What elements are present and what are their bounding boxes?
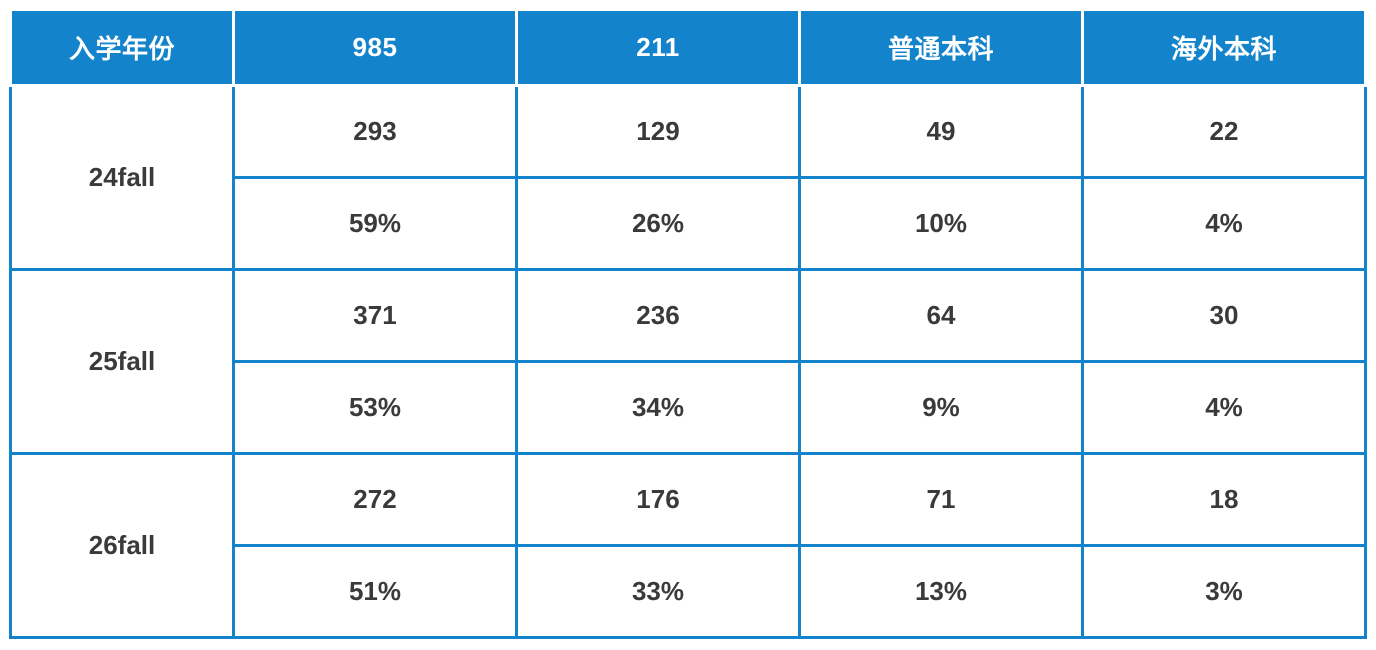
header-cell-985: 985 [232, 8, 518, 87]
percent-cell-24fall-985: 59% [232, 176, 518, 271]
year-cell-24fall: 24fall [9, 84, 235, 271]
year-cell-26fall: 26fall [9, 452, 235, 639]
percent-cell-26fall-regular: 13% [798, 544, 1084, 639]
percent-cell-25fall-overseas: 4% [1081, 360, 1367, 455]
header-cell-enrollment-year: 入学年份 [9, 8, 235, 87]
header-cell-overseas-undergrad: 海外本科 [1081, 8, 1367, 87]
percent-cell-24fall-regular: 10% [798, 176, 1084, 271]
count-cell-26fall-regular: 71 [798, 452, 1084, 547]
count-cell-25fall-overseas: 30 [1081, 268, 1367, 363]
percent-cell-25fall-regular: 9% [798, 360, 1084, 455]
count-cell-24fall-overseas: 22 [1081, 84, 1367, 179]
percent-cell-25fall-985: 53% [232, 360, 518, 455]
table-row-24fall-counts: 24fall 293 129 49 22 [9, 84, 1367, 271]
header-cell-211: 211 [515, 8, 801, 87]
count-cell-25fall-211: 236 [515, 268, 801, 363]
count-cell-26fall-211: 176 [515, 452, 801, 547]
percent-cell-26fall-211: 33% [515, 544, 801, 639]
header-row: 入学年份 985 211 普通本科 海外本科 [9, 8, 1367, 87]
percent-cell-26fall-overseas: 3% [1081, 544, 1367, 639]
count-cell-25fall-985: 371 [232, 268, 518, 363]
count-cell-24fall-regular: 49 [798, 84, 1084, 179]
table-row-26fall-percents: 51% 33% 13% 3% [11, 544, 1367, 639]
table-row-25fall-percents: 53% 34% 9% 4% [11, 360, 1367, 455]
count-cell-26fall-985: 272 [232, 452, 518, 547]
table-row-24fall-percents: 59% 26% 10% 4% [11, 176, 1367, 271]
table-row-26fall-counts: 26fall 272 176 71 18 [9, 452, 1367, 639]
year-cell-25fall: 25fall [9, 268, 235, 455]
count-cell-24fall-985: 293 [232, 84, 518, 179]
percent-cell-26fall-985: 51% [232, 544, 518, 639]
count-cell-26fall-overseas: 18 [1081, 452, 1367, 547]
count-cell-25fall-regular: 64 [798, 268, 1084, 363]
header-cell-regular-undergrad: 普通本科 [798, 8, 1084, 87]
percent-cell-24fall-overseas: 4% [1081, 176, 1367, 271]
table-row-25fall-counts: 25fall 371 236 64 30 [9, 268, 1367, 455]
count-cell-24fall-211: 129 [515, 84, 801, 179]
admissions-table: 入学年份 985 211 普通本科 海外本科 24fall 293 129 49… [9, 8, 1367, 639]
percent-cell-24fall-211: 26% [515, 176, 801, 271]
percent-cell-25fall-211: 34% [515, 360, 801, 455]
